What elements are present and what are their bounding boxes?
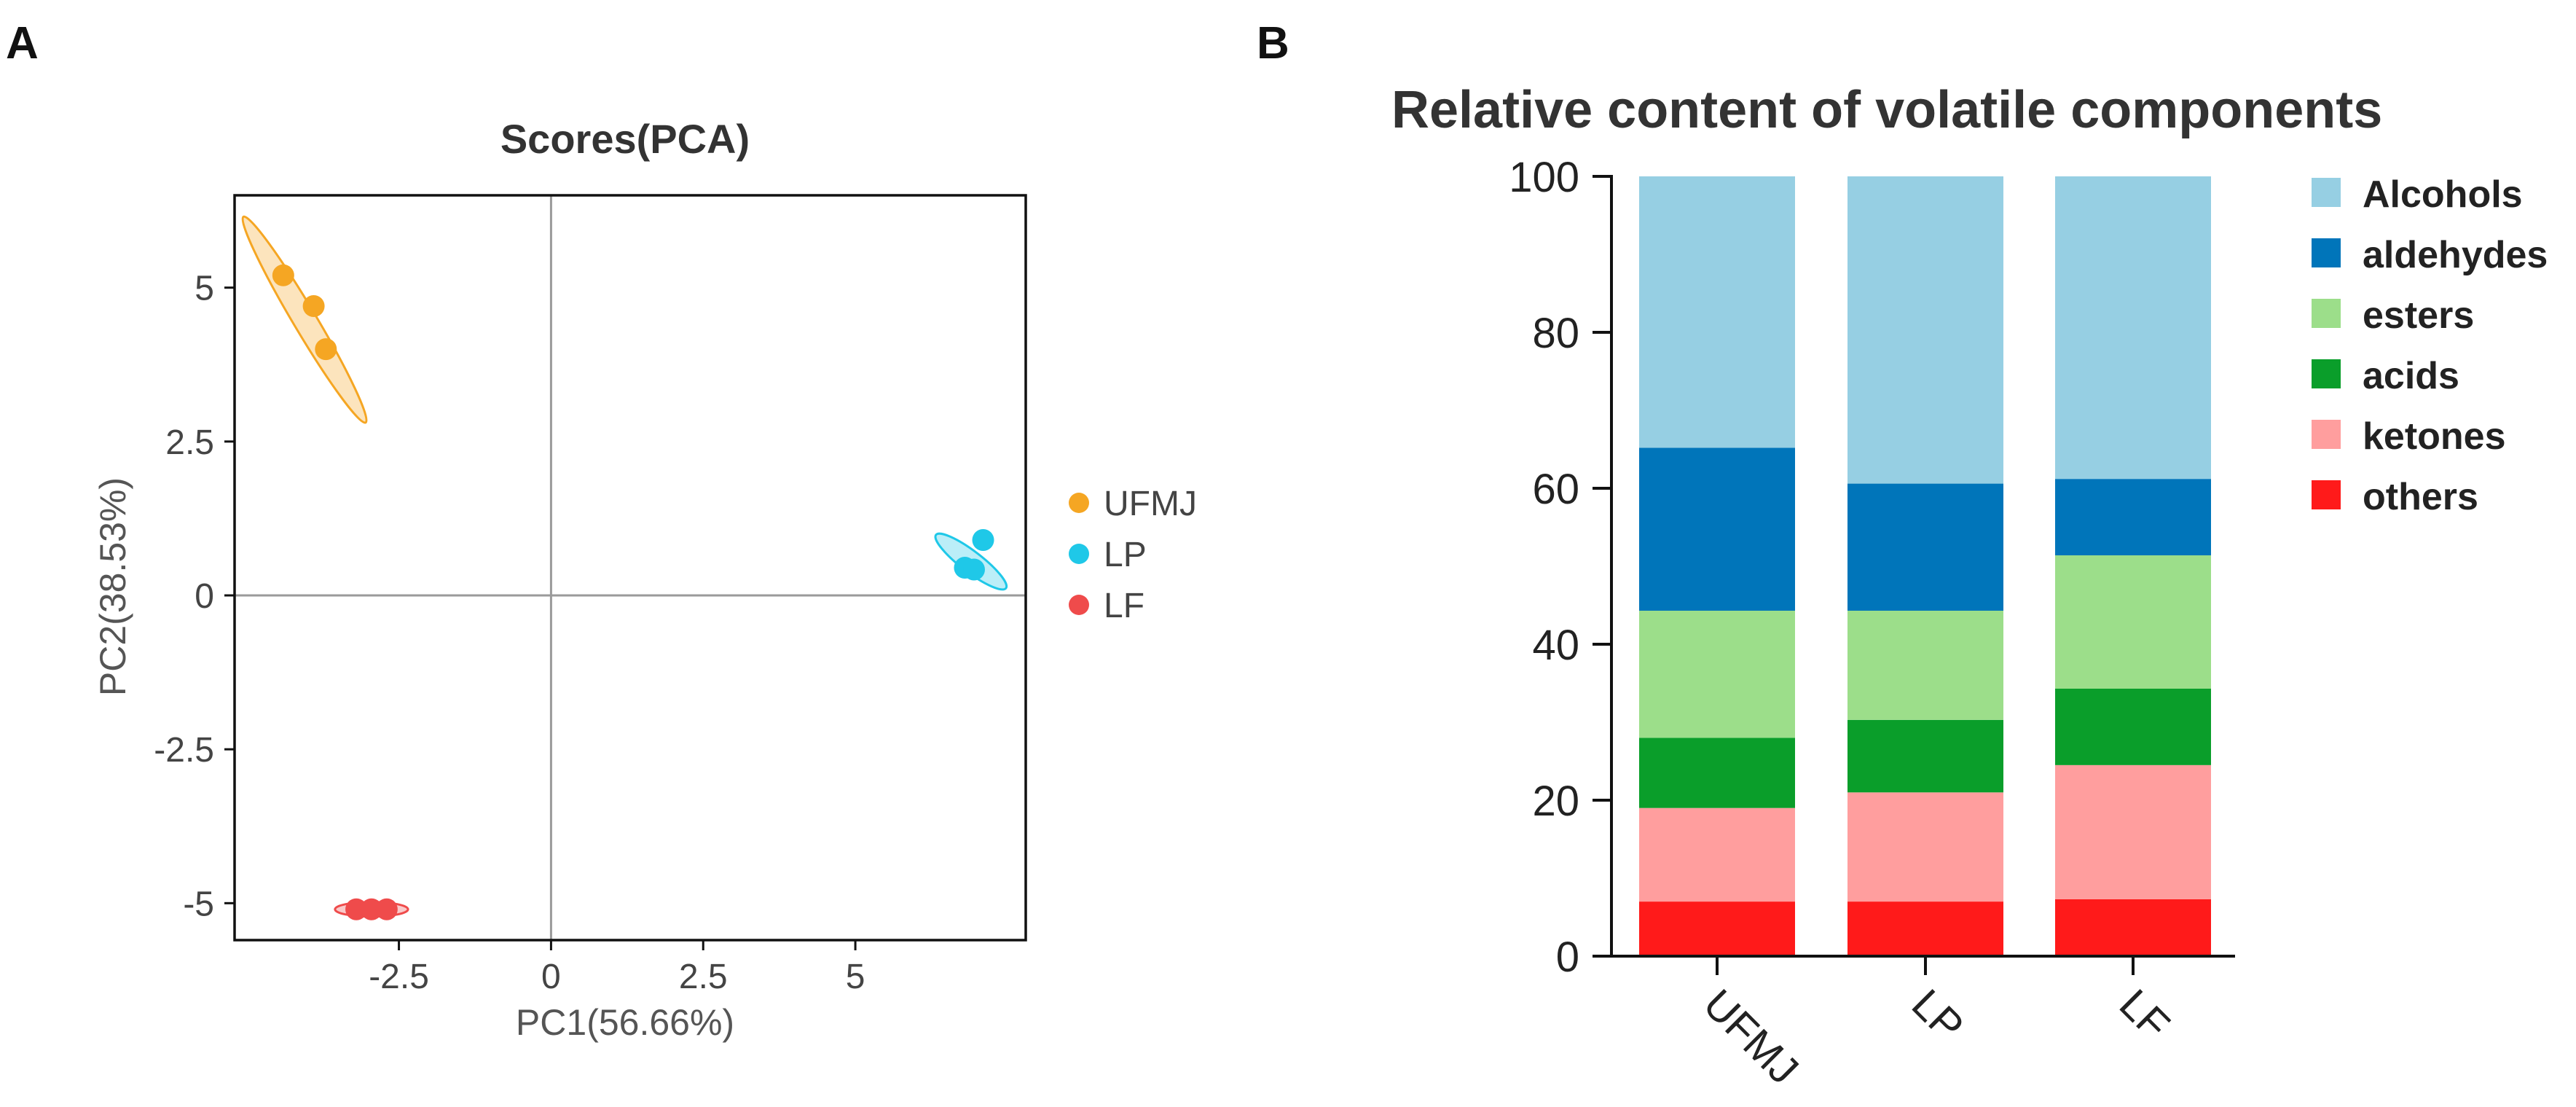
bar-lp-ketones xyxy=(1847,792,2003,902)
legend-marker-lp xyxy=(1069,544,1089,564)
pca-y-tick-label: 0 xyxy=(195,577,214,616)
bar-lf-aldehydes xyxy=(2055,479,2211,556)
bar-lp-acids xyxy=(1847,719,2003,793)
bar-ufmj-ketones xyxy=(1639,807,1795,902)
bar-lp-alcohols xyxy=(1847,176,2003,484)
pca-frame xyxy=(233,194,1027,942)
bar-x-tick-label-lf: LF xyxy=(2110,980,2179,1049)
legend-swatch-esters xyxy=(2312,299,2341,328)
bar-lp-esters xyxy=(1847,610,2003,720)
point-lf-3 xyxy=(375,898,398,920)
bar-lf-esters xyxy=(2055,555,2211,689)
legend-label-esters: esters xyxy=(2363,294,2474,337)
pca-legend: UFMJ LP LF xyxy=(1069,485,1197,625)
bar-chart-title: Relative content of volatile components xyxy=(1391,81,2382,139)
legend-label-others: others xyxy=(2363,476,2478,518)
point-ufmj-2 xyxy=(302,295,325,318)
ellipse-ufmj xyxy=(241,215,368,424)
stacked-bar-chart: Relative content of volatile components … xyxy=(1391,81,2548,1094)
legend-label-lp: LP xyxy=(1104,536,1147,574)
pca-y-tick-label: -2.5 xyxy=(154,731,214,770)
bar-lp-others xyxy=(1847,901,2003,956)
bar-x-tick-label-ufmj: UFMJ xyxy=(1695,980,1807,1093)
legend-label-alcohols: Alcohols xyxy=(2363,173,2523,216)
point-ufmj-1 xyxy=(272,264,294,286)
legend-swatch-ketones xyxy=(2312,420,2341,449)
legend-swatch-others xyxy=(2312,480,2341,509)
point-lp-3 xyxy=(972,528,994,551)
pca-x-tick-label: 2.5 xyxy=(679,958,728,996)
legend-label-ketones: ketones xyxy=(2363,415,2506,458)
legend-label-lf: LF xyxy=(1104,587,1144,625)
pca-y-tick-label: 2.5 xyxy=(165,423,214,462)
pca-x-tick-label: -2.5 xyxy=(369,958,429,996)
panel-a-label: A xyxy=(6,18,39,69)
point-lp-2 xyxy=(962,558,985,581)
bar-lf-ketones xyxy=(2055,764,2211,899)
bar-ufmj-others xyxy=(1639,901,1795,956)
legend-swatch-alcohols xyxy=(2312,178,2341,207)
pca-y-tick-label: -5 xyxy=(183,885,214,923)
bar-lp-aldehydes xyxy=(1847,483,2003,611)
pca-x-tick-label: 5 xyxy=(846,958,865,996)
legend-marker-lf xyxy=(1069,595,1089,615)
pca-y-axis-label: PC2(38.53%) xyxy=(93,477,133,696)
bar-y-tick-label: 0 xyxy=(1556,934,1579,981)
pca-x-tick-label: 0 xyxy=(541,958,561,996)
bar-lf-others xyxy=(2055,899,2211,956)
bar-legend: Alcohols aldehydes esters acids ketones other… xyxy=(2312,173,2548,518)
legend-label-aldehydes: aldehydes xyxy=(2363,234,2548,276)
bar-y-tick-label: 60 xyxy=(1532,466,1579,513)
point-lf-1 xyxy=(345,898,368,920)
bar-plot-area: 0 20 40 60 80 100 UFMJ LP LF xyxy=(1509,154,2235,1094)
legend-swatch-aldehydes xyxy=(2312,238,2341,267)
pca-chart: Scores(PCA) -2.5 0 2.5 5 -5 -2.5 0 2.5 5 PC1(56.… xyxy=(93,116,1197,1043)
bar-ufmj-alcohols xyxy=(1639,176,1795,448)
legend-marker-ufmj xyxy=(1069,493,1089,513)
bar-ufmj-aldehydes xyxy=(1639,447,1795,611)
point-ufmj-3 xyxy=(315,338,337,361)
bar-y-tick-label: 20 xyxy=(1532,778,1579,825)
bar-lf-acids xyxy=(2055,688,2211,765)
bar-y-tick-label: 40 xyxy=(1532,622,1579,669)
point-lf-2 xyxy=(360,898,382,920)
legend-swatch-acids xyxy=(2312,359,2341,388)
pca-y-tick-label: 5 xyxy=(195,270,214,308)
pca-x-axis-label: PC1(56.66%) xyxy=(516,1002,734,1043)
bar-x-tick-label-lp: LP xyxy=(1903,980,1973,1050)
bar-y-tick-label: 100 xyxy=(1509,154,1579,201)
bar-ufmj-esters xyxy=(1639,610,1795,738)
legend-label-ufmj: UFMJ xyxy=(1104,485,1197,523)
panel-b-label: B xyxy=(1257,18,1289,69)
bar-lf-alcohols xyxy=(2055,176,2211,480)
bar-y-tick-label: 80 xyxy=(1532,310,1579,357)
legend-label-acids: acids xyxy=(2363,355,2459,397)
pca-title: Scores(PCA) xyxy=(500,116,750,162)
pca-plot-area: -2.5 0 2.5 5 -5 -2.5 0 2.5 5 xyxy=(154,194,1027,996)
bar-ufmj-acids xyxy=(1639,738,1795,808)
